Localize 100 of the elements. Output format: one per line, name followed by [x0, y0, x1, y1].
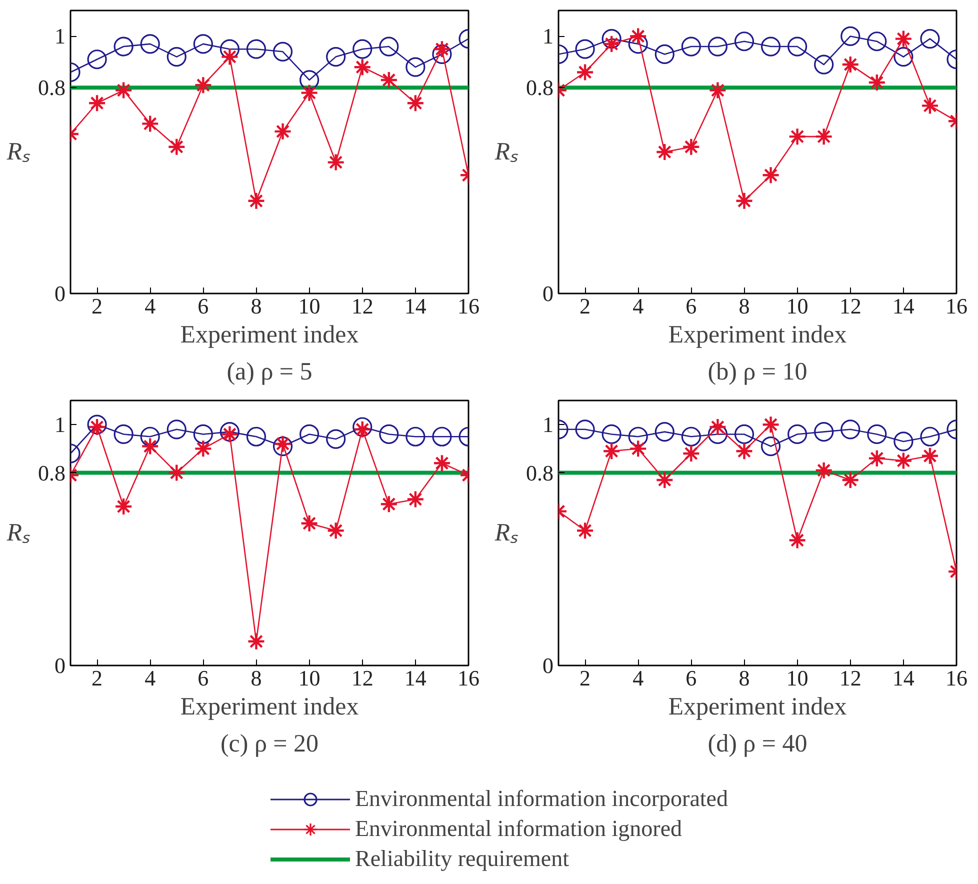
point	[300, 84, 318, 102]
point	[326, 153, 345, 172]
point	[788, 531, 806, 550]
point	[272, 436, 293, 456]
point	[247, 632, 266, 651]
point	[814, 422, 834, 442]
point	[194, 440, 212, 458]
x-tick-label: 4	[632, 666, 644, 690]
point	[894, 432, 914, 452]
point	[300, 424, 320, 444]
point	[300, 514, 318, 532]
x-tick-label: 14	[892, 294, 914, 318]
x-tick-label: 8	[250, 294, 262, 318]
point	[788, 424, 808, 444]
x-tick-label: 12	[839, 666, 862, 690]
point	[920, 446, 940, 466]
point	[868, 73, 886, 92]
point	[682, 138, 700, 156]
point	[300, 70, 320, 90]
point	[762, 166, 780, 184]
legend-label: Environmental information incorporated	[355, 785, 728, 813]
point	[406, 490, 425, 508]
point	[734, 32, 754, 52]
point	[602, 34, 621, 54]
point	[654, 422, 674, 442]
x-tick-label: 12	[351, 294, 374, 318]
point	[814, 127, 833, 146]
point	[380, 494, 398, 514]
x-axis-title: Experiment index	[668, 322, 848, 348]
x-tick-label: 2	[580, 666, 591, 690]
point	[654, 44, 674, 64]
point	[193, 424, 213, 444]
x-tick-label: 6	[198, 666, 209, 690]
point	[868, 449, 886, 468]
point	[432, 454, 452, 472]
point	[432, 426, 452, 446]
point	[814, 54, 834, 74]
x-axis-title: Experiment index	[180, 322, 360, 348]
y-tick-label: 1	[54, 412, 66, 438]
point	[432, 40, 452, 58]
x-axis-title: Experiment index	[180, 694, 360, 720]
point	[432, 44, 452, 64]
point	[575, 420, 595, 440]
point	[247, 192, 266, 210]
point	[274, 434, 292, 453]
point	[788, 36, 808, 56]
x-tick-label: 10	[786, 294, 808, 318]
text: (d) ρ = 40	[708, 730, 808, 758]
point	[140, 34, 160, 54]
point	[326, 521, 345, 540]
point	[166, 420, 186, 440]
point	[656, 470, 674, 490]
point	[682, 444, 700, 463]
point	[272, 42, 293, 62]
x-tick-label: 2	[92, 666, 103, 690]
point	[140, 426, 160, 446]
point	[708, 418, 727, 436]
point	[894, 452, 913, 470]
point	[220, 39, 240, 59]
point	[788, 127, 806, 146]
point	[353, 58, 372, 76]
point	[87, 50, 107, 70]
point	[575, 39, 595, 59]
point	[628, 34, 648, 54]
x-tick-label: 16	[458, 294, 480, 318]
point	[760, 36, 781, 56]
y-tick-label: 0	[54, 653, 66, 678]
point	[762, 415, 780, 434]
legend-label: Environmental information ignored	[355, 815, 682, 843]
point	[576, 521, 594, 540]
point	[141, 437, 160, 456]
point	[166, 47, 186, 67]
x-tick-label: 4	[632, 294, 644, 318]
point	[114, 36, 134, 56]
point	[246, 426, 266, 446]
point	[326, 47, 346, 67]
point	[406, 57, 426, 77]
point	[840, 26, 860, 46]
x-tick-label: 4	[144, 666, 156, 690]
point	[628, 426, 648, 446]
point	[867, 32, 887, 52]
point	[379, 36, 399, 56]
x-tick-label: 16	[946, 666, 968, 690]
point	[867, 424, 887, 444]
legend-label: Reliability requirement	[355, 845, 569, 873]
point	[602, 29, 622, 49]
point	[88, 94, 106, 112]
x-tick-label: 12	[839, 294, 862, 318]
point	[681, 36, 701, 56]
point	[114, 497, 133, 516]
point	[735, 442, 754, 460]
point	[841, 55, 860, 74]
y-tick-label: 0.8	[38, 460, 66, 486]
point	[326, 429, 346, 449]
x-tick-label: 14	[404, 294, 426, 318]
point	[379, 424, 399, 444]
text: (b) ρ = 10	[708, 358, 808, 386]
y-tick-label: 1	[542, 412, 554, 438]
y-tick-label: 0.8	[38, 75, 66, 100]
point	[220, 48, 239, 66]
